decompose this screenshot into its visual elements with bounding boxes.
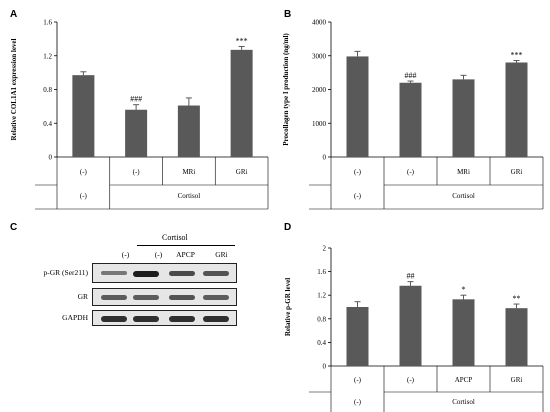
treatment-label: GRi xyxy=(236,168,248,176)
wb-blot-strip xyxy=(92,310,237,326)
wb-band xyxy=(133,316,159,322)
significance-marker: ### xyxy=(405,71,417,80)
y-tick-label: 0.4 xyxy=(317,339,326,347)
treatment-label: GRi xyxy=(511,168,523,176)
y-tick-label: 2 xyxy=(323,245,327,253)
treatment-label: (-) xyxy=(354,192,362,200)
wb-row-label: GAPDH xyxy=(62,313,88,322)
wb-lane-label: GRi xyxy=(215,250,228,259)
significance-marker: * xyxy=(462,285,466,294)
panel-letter-c: C xyxy=(10,222,18,233)
y-tick-label: 1.2 xyxy=(43,52,52,60)
treatment-label: GRi xyxy=(511,376,523,384)
wb-lane-label: (-) xyxy=(121,250,130,259)
bar xyxy=(346,307,369,366)
y-tick-label: 2000 xyxy=(312,86,327,94)
significance-marker: ## xyxy=(407,272,415,281)
wb-band xyxy=(203,316,229,322)
wb-band xyxy=(169,295,195,300)
wb-cortisol-header: Cortisol xyxy=(162,233,188,242)
bar xyxy=(72,75,95,157)
y-tick-label: 0.8 xyxy=(43,86,52,94)
y-axis-label: Relative COL1A1 expression level xyxy=(10,38,18,140)
cortisol-group-label: Cortisol xyxy=(452,192,475,200)
wb-lane-label: (-) xyxy=(154,250,163,259)
treatment-label: (-) xyxy=(354,168,362,176)
treatment-label: (-) xyxy=(354,376,362,384)
treatment-label: (-) xyxy=(133,168,141,176)
significance-marker: ** xyxy=(513,294,521,303)
wb-lane-label: APCP xyxy=(176,250,195,259)
bar xyxy=(346,56,369,157)
panel-letter-b: B xyxy=(284,9,292,20)
y-tick-label: 4000 xyxy=(312,19,327,27)
bar xyxy=(505,308,528,366)
significance-marker: *** xyxy=(236,36,248,45)
wb-band xyxy=(203,271,229,276)
wb-band xyxy=(203,295,229,300)
bar xyxy=(505,62,528,157)
bar xyxy=(230,49,253,157)
bar xyxy=(452,79,475,157)
y-tick-label: 1.2 xyxy=(317,292,326,300)
chart-procollagen: 0 1000 2000 3000 4000 Procollagen type I prod… xyxy=(282,19,544,210)
y-tick-label: 0 xyxy=(323,154,327,162)
bar xyxy=(125,109,148,157)
treatment-label: (-) xyxy=(407,168,415,176)
wb-blot-strip xyxy=(92,263,237,283)
y-axis-label: Relative p-GR level xyxy=(284,278,292,336)
wb-blot-strip xyxy=(92,288,237,306)
y-tick-label: 1000 xyxy=(312,120,327,128)
y-tick-label: 1.6 xyxy=(43,19,52,27)
panel-letter-d: D xyxy=(284,222,292,233)
wb-band xyxy=(101,295,127,300)
y-tick-label: 0 xyxy=(49,154,53,162)
wb-cortisol-line xyxy=(137,245,235,246)
panel-letter-a: A xyxy=(10,9,18,20)
y-tick-label: 3000 xyxy=(312,52,327,60)
western-blot-panel: Cortisol (-) (-) APCP GRi p-GR (Ser211) GR GA… xyxy=(0,230,275,340)
y-tick-label: 0.4 xyxy=(43,120,52,128)
y-tick-label: 1.6 xyxy=(317,268,326,276)
cortisol-group-label: Cortisol xyxy=(178,192,201,200)
wb-row-label: GR xyxy=(77,292,88,301)
wb-band xyxy=(101,271,127,275)
significance-marker: ### xyxy=(130,95,142,104)
y-axis-label: Procollagen type I production (ng/ml) xyxy=(282,33,290,146)
wb-band xyxy=(169,316,195,322)
wb-band xyxy=(169,271,195,276)
treatment-label: MRi xyxy=(182,168,195,176)
bar xyxy=(399,82,422,157)
treatment-label: (-) xyxy=(80,168,88,176)
wb-band xyxy=(101,316,127,322)
y-tick-label: 0.8 xyxy=(317,315,326,323)
bar xyxy=(399,285,422,366)
wb-band xyxy=(133,295,159,300)
treatment-label: (-) xyxy=(407,376,415,384)
treatment-label: MRi xyxy=(457,168,470,176)
wb-band xyxy=(133,271,159,277)
chart-col1a1: 0 0.4 0.8 1.2 1.6 Relative COL1A1 expression … xyxy=(10,19,269,210)
treatment-label: (-) xyxy=(80,192,88,200)
treatment-label: (-) xyxy=(354,398,362,406)
significance-marker: *** xyxy=(511,50,523,59)
bar xyxy=(452,299,475,366)
bar xyxy=(177,105,200,157)
wb-row-label: p-GR (Ser211) xyxy=(43,268,88,277)
treatment-label: APCP xyxy=(455,376,473,384)
y-tick-label: 0 xyxy=(323,363,327,371)
cortisol-group-label: Cortisol xyxy=(452,398,475,406)
